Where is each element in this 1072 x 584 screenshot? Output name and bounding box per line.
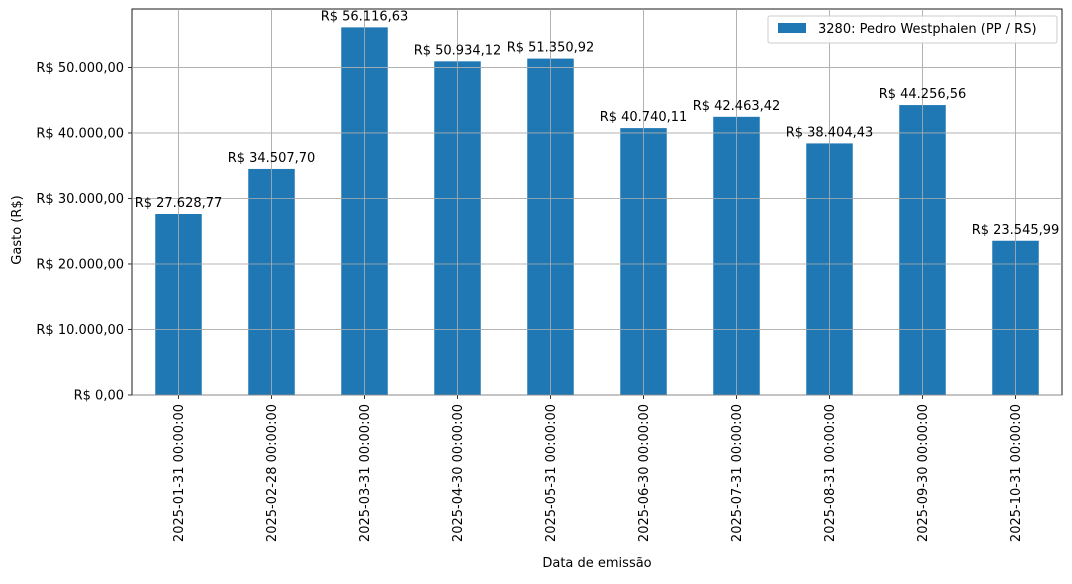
- y-tick-label: R$ 40.000,00: [36, 126, 124, 141]
- y-axis-title: Gasto (R$): [10, 195, 25, 264]
- bars: [155, 27, 1039, 396]
- legend-label: 3280: Pedro Westphalen (PP / RS): [818, 22, 1037, 37]
- x-tick-label: 2025-05-31 00:00:00: [544, 404, 559, 542]
- legend-box: [767, 15, 1058, 44]
- data-labels: R$ 27.628,77 R$ 34.507,70 R$ 56.116,63 R$ 5…: [132, 9, 1062, 396]
- bar-value-label: R$ 44.256,56: [879, 87, 967, 102]
- x-tick-label: 2025-09-30 00:00:00: [916, 404, 931, 542]
- legend-swatch: [778, 23, 806, 33]
- x-tick-label: 2025-07-31 00:00:00: [730, 404, 745, 542]
- bar-value-label: R$ 42.463,42: [693, 99, 781, 114]
- y-tick-label: R$ 0,00: [74, 389, 124, 404]
- x-tick-label: 2025-01-31 00:00:00: [172, 404, 187, 542]
- x-tick-label: 2025-04-30 00:00:00: [451, 404, 466, 542]
- bar-value-label: R$ 34.507,70: [228, 151, 316, 166]
- bar-value-label: R$ 40.740,11: [600, 110, 688, 125]
- x-tick-label: 2025-03-31 00:00:00: [358, 404, 373, 542]
- y-tick-label: R$ 50.000,00: [36, 61, 124, 76]
- legend: 3280: Pedro Westphalen (PP / RS): [767, 15, 1058, 44]
- axes: R$ 0,00 R$ 10.000,00 R$ 20.000,00 R$ 30.000…: [36, 8, 1063, 542]
- bar-value-label: R$ 51.350,92: [507, 41, 595, 56]
- bar-value-label: R$ 27.628,77: [135, 196, 223, 211]
- bar-value-label: R$ 38.404,43: [786, 125, 874, 140]
- y-tick-label: R$ 30.000,00: [36, 192, 124, 207]
- x-axis-title: Data de emissão: [542, 556, 651, 571]
- y-tick-label: R$ 20.000,00: [36, 257, 124, 272]
- x-tick-label: 2025-06-30 00:00:00: [637, 404, 652, 542]
- bar-value-label: R$ 56.116,63: [321, 9, 409, 24]
- x-tick-label: 2025-02-28 00:00:00: [265, 404, 280, 542]
- bar-value-label: R$ 50.934,12: [414, 43, 502, 58]
- x-tick-label: 2025-10-31 00:00:00: [1009, 404, 1024, 542]
- bar-value-label: R$ 23.545,99: [972, 223, 1060, 238]
- y-tick-label: R$ 10.000,00: [36, 323, 124, 338]
- x-tick-label: 2025-08-31 00:00:00: [823, 404, 838, 542]
